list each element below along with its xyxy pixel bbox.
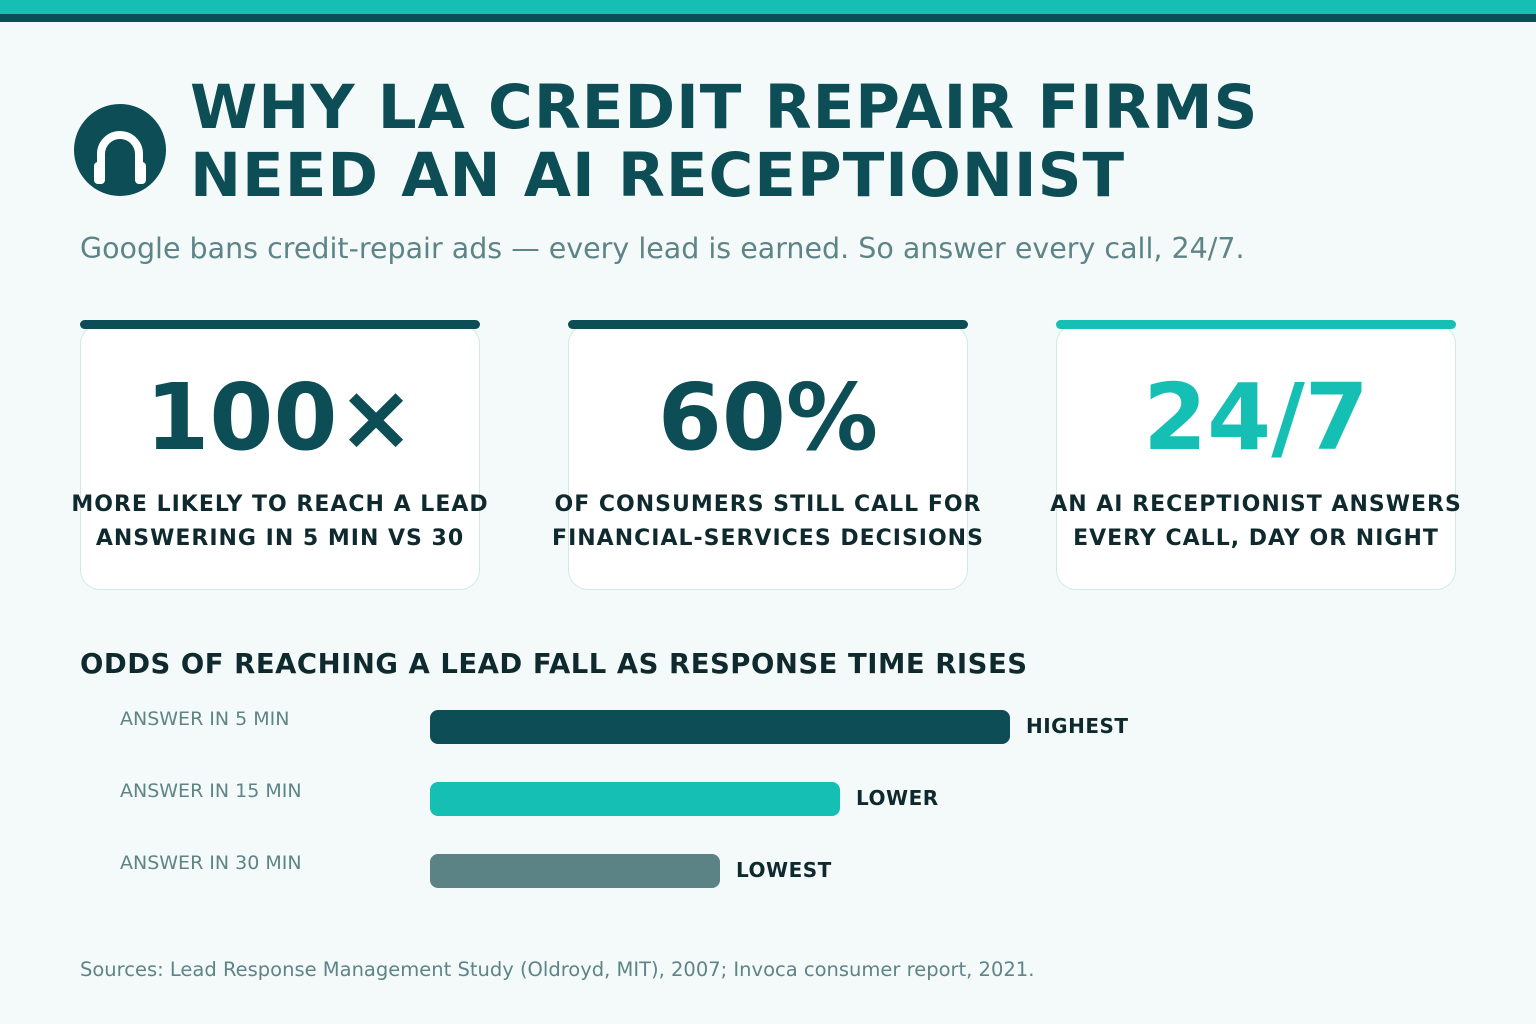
sources-note: Sources: Lead Response Management Study … — [80, 958, 1035, 981]
card-accent-bar — [1056, 320, 1456, 329]
stat-description-line: EVERY CALL, DAY OR NIGHT — [1073, 526, 1439, 551]
bar-category-label: ANSWER IN 5 MIN — [120, 708, 290, 730]
top-accent-bar-dark — [0, 14, 1536, 22]
stat-value: 100× — [145, 364, 415, 471]
subtitle: Google bans credit-repair ads — every le… — [80, 232, 1245, 265]
stat-card-consumers-call — [568, 320, 968, 590]
card-accent-bar — [568, 320, 968, 329]
stat-card-lead-response — [80, 320, 480, 590]
stat-description: MORE LIKELY TO REACH A LEAD ANSWERING IN… — [40, 488, 520, 556]
headset-icon — [74, 104, 166, 196]
stat-description: AN AI RECEPTIONIST ANSWERS EVERY CALL, D… — [1016, 488, 1496, 556]
bar-value-label: LOWER — [856, 786, 939, 810]
chart-title: ODDS OF REACHING A LEAD FALL AS RESPONSE… — [80, 648, 1028, 680]
title-line-1: WHY LA CREDIT REPAIR FIRMS — [190, 72, 1259, 143]
bar — [430, 710, 1010, 744]
stat-description: OF CONSUMERS STILL CALL FOR FINANCIAL-SE… — [528, 488, 1008, 556]
stat-value: 60% — [657, 364, 879, 471]
card-background — [80, 324, 480, 590]
stat-description-line: ANSWERING IN 5 MIN VS 30 — [95, 526, 465, 551]
bar — [430, 782, 840, 816]
bar-value-label: LOWEST — [736, 858, 832, 882]
top-accent-bar — [0, 0, 1536, 14]
bar-category-label: ANSWER IN 15 MIN — [120, 780, 302, 802]
bar-category-label: ANSWER IN 30 MIN — [120, 852, 302, 874]
stat-description-line: FINANCIAL-SERVICES DECISIONS — [552, 526, 984, 551]
stat-value: 24/7 — [1143, 364, 1369, 471]
bar — [430, 854, 720, 888]
stat-description-line: MORE LIKELY TO REACH A LEAD — [71, 492, 489, 517]
page-title: WHY LA CREDIT REPAIR FIRMS NEED AN AI RE… — [190, 74, 1258, 210]
bar-value-label: HIGHEST — [1026, 714, 1129, 738]
card-background — [568, 324, 968, 590]
title-line-2: NEED AN AI RECEPTIONIST — [190, 140, 1126, 211]
stat-card-always-on — [1056, 320, 1456, 590]
stat-description-line: OF CONSUMERS STILL CALL FOR — [554, 492, 982, 517]
card-accent-bar — [80, 320, 480, 329]
stat-description-line: AN AI RECEPTIONIST ANSWERS — [1050, 492, 1462, 517]
